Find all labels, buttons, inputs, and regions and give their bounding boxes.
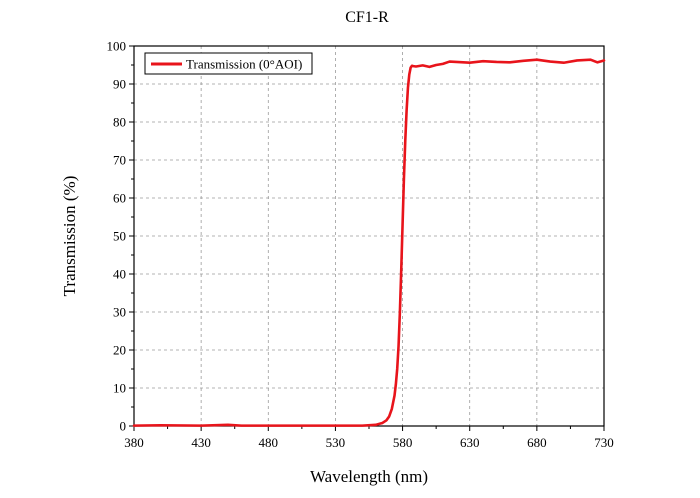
- chart-title: CF1-R: [345, 9, 389, 26]
- x-tick-label: 630: [460, 435, 480, 450]
- x-tick-label: 430: [191, 435, 211, 450]
- x-tick-label: 580: [393, 435, 413, 450]
- y-tick-label: 70: [113, 153, 126, 168]
- x-tick-label: 680: [527, 435, 547, 450]
- y-tick-label: 10: [113, 381, 126, 396]
- x-tick-label: 480: [259, 435, 279, 450]
- y-tick-label: 40: [113, 267, 126, 282]
- y-tick-label: 30: [113, 305, 126, 320]
- series-line: [132, 58, 606, 427]
- y-tick-label: 60: [113, 191, 126, 206]
- legend: Transmission (0°AOI): [144, 52, 313, 75]
- series-group: [132, 58, 606, 427]
- y-axis-label: Transmission (%): [60, 176, 79, 297]
- axis-ticks: 380 430 480 530 580 630 680 730 0 10 20 30 40 50 60 70 8…: [107, 39, 614, 451]
- legend-box: [144, 52, 313, 75]
- x-tick-label: 380: [124, 435, 144, 450]
- x-axis-label: Wavelength (nm): [310, 467, 428, 486]
- y-tick-label: 20: [113, 343, 126, 358]
- x-tick-label: 530: [326, 435, 346, 450]
- x-tick-label: 730: [594, 435, 614, 450]
- y-tick-label: 0: [120, 419, 127, 434]
- y-tick-label: 80: [113, 115, 126, 130]
- y-tick-label: 100: [107, 39, 127, 54]
- y-tick-label: 90: [113, 77, 126, 92]
- gridlines: [134, 46, 604, 426]
- y-tick-label: 50: [113, 229, 126, 244]
- legend-label: Transmission (0°AOI): [186, 57, 302, 72]
